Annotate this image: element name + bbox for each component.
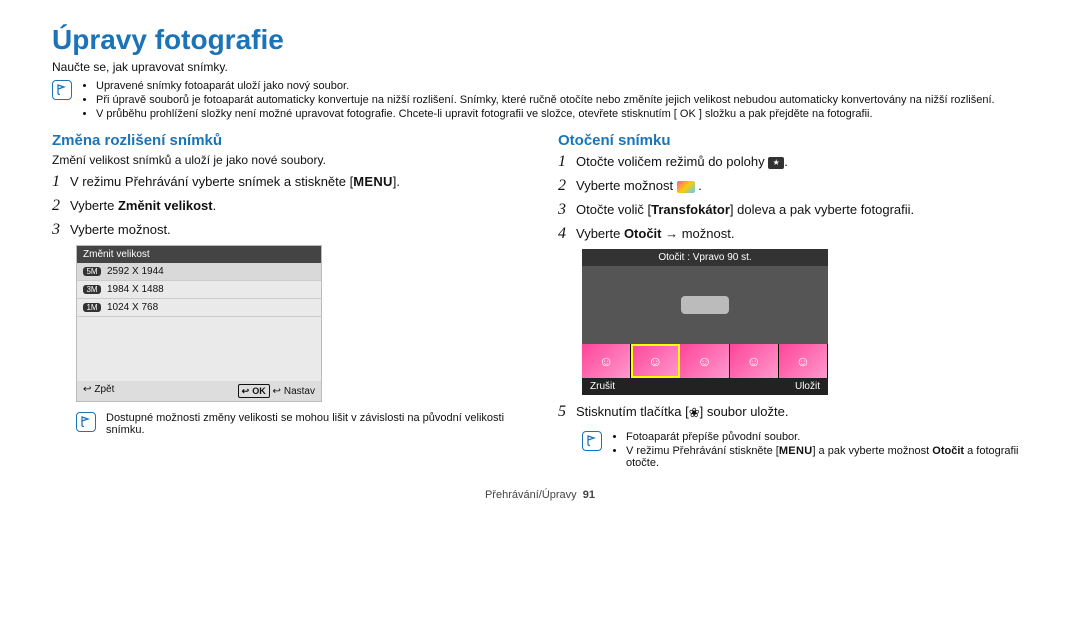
left-sub: Změní velikost snímků a uloží je jako no… xyxy=(52,153,522,167)
step-num-2: 2 xyxy=(52,197,70,215)
left-column: Změna rozlišení snímků Změní velikost sn… xyxy=(52,132,522,471)
note-icon xyxy=(52,80,72,100)
s1-row-0: 5M2592 X 1944 xyxy=(77,263,321,281)
s1-row-1: 3M1984 X 1488 xyxy=(77,281,321,299)
intro-text: Naučte se, jak upravovat snímky. xyxy=(52,60,1028,74)
r-step-num-3: 3 xyxy=(558,201,576,219)
left-heading: Změna rozlišení snímků xyxy=(52,132,522,149)
top-note-3: V průběhu prohlížení složky není možné u… xyxy=(96,108,995,120)
top-note-1: Upravené snímky fotoaparát uloží jako no… xyxy=(96,80,995,92)
top-note-2: Při úpravě souborů je fotoaparát automat… xyxy=(96,94,995,106)
step-num-1: 1 xyxy=(52,173,70,191)
r-step-num-1: 1 xyxy=(558,153,576,171)
r-step-num-5: 5 xyxy=(558,403,576,421)
s1-row-2: 1M1024 X 768 xyxy=(77,299,321,317)
s1-back: Zpět xyxy=(83,384,114,398)
s2-cancel: Zrušit xyxy=(590,381,615,392)
page-title: Úpravy fotografie xyxy=(52,24,1028,56)
macro-icon: ❀ xyxy=(689,406,700,419)
top-note-box: Upravené snímky fotoaparát uloží jako no… xyxy=(52,80,1028,122)
r-step-num-2: 2 xyxy=(558,177,576,195)
left-step-3: Vyberte možnost. xyxy=(70,222,171,237)
mode-dial-icon xyxy=(768,157,784,169)
right-bottom-note: Fotoaparát přepíše původní soubor. V rež… xyxy=(582,431,1028,471)
note-icon xyxy=(76,412,96,432)
note-icon xyxy=(582,431,602,451)
resize-screenshot: Změnit velikost 5M2592 X 1944 3M1984 X 1… xyxy=(76,245,322,402)
s2-title: Otočit : Vpravo 90 st. xyxy=(582,249,828,266)
menu-mark: MENU xyxy=(353,174,392,189)
left-step-2: Vyberte Změnit velikost. xyxy=(70,198,216,213)
s2-save: Uložit xyxy=(795,381,820,392)
right-step-1: Otočte voličem režimů do polohy . xyxy=(576,154,788,169)
rotate-screenshot: Otočit : Vpravo 90 st. ☺☺☺☺☺ Zrušit Ulož… xyxy=(582,249,828,395)
right-column: Otočení snímku 1 Otočte voličem režimů d… xyxy=(558,132,1028,471)
thumb-strip: ☺☺☺☺☺ xyxy=(582,344,828,378)
right-step-2: Vyberte možnost . xyxy=(576,178,702,193)
r-step-num-4: 4 xyxy=(558,225,576,243)
right-step-3: Otočte volič [Transfokátor] doleva a pak… xyxy=(576,202,914,217)
thumbnail-icon xyxy=(677,181,695,193)
left-bottom-note: Dostupné možnosti změny velikosti se moh… xyxy=(76,412,522,436)
r-note-2: V režimu Přehrávání stiskněte [MENU] a p… xyxy=(626,445,1028,469)
rotated-photo xyxy=(681,296,729,314)
step-num-3: 3 xyxy=(52,221,70,239)
s1-title: Změnit velikost xyxy=(77,246,321,263)
right-step-5: Stisknutím tlačítka [❀] soubor uložte. xyxy=(576,404,789,419)
s1-set: OK Nastav xyxy=(235,384,315,398)
right-step-4: Vyberte Otočit → možnost. xyxy=(576,226,734,241)
right-heading: Otočení snímku xyxy=(558,132,1028,149)
r-note-1: Fotoaparát přepíše původní soubor. xyxy=(626,431,1028,443)
page-footer: Přehrávání/Úpravy 91 xyxy=(52,489,1028,501)
left-step-1: V režimu Přehrávání vyberte snímek a sti… xyxy=(70,174,400,189)
